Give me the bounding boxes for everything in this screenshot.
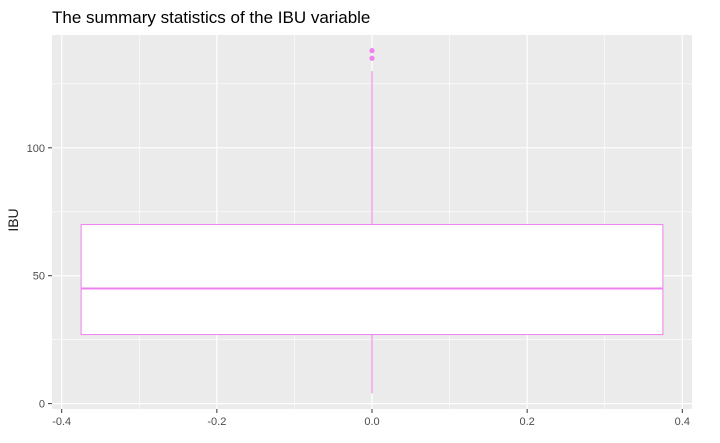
outlier-point — [369, 48, 375, 54]
x-tick-label: -0.2 — [207, 416, 226, 428]
y-tick-label: 0 — [39, 399, 45, 411]
x-tick-label: -0.4 — [52, 416, 71, 428]
y-tick-label: 100 — [27, 143, 45, 155]
iqr-box — [80, 224, 664, 336]
outlier-point — [369, 55, 375, 61]
chart-title: The summary statistics of the IBU variab… — [52, 8, 371, 27]
axes: -0.4 -0.2 0.0 0.2 0.4 0 50 100 — [27, 143, 690, 428]
box-marks — [80, 48, 664, 394]
x-tick-label: 0.2 — [520, 416, 535, 428]
y-tick-label: 50 — [33, 271, 45, 283]
x-tick-label: 0.4 — [675, 416, 690, 428]
x-tick-label: 0.0 — [364, 416, 379, 428]
